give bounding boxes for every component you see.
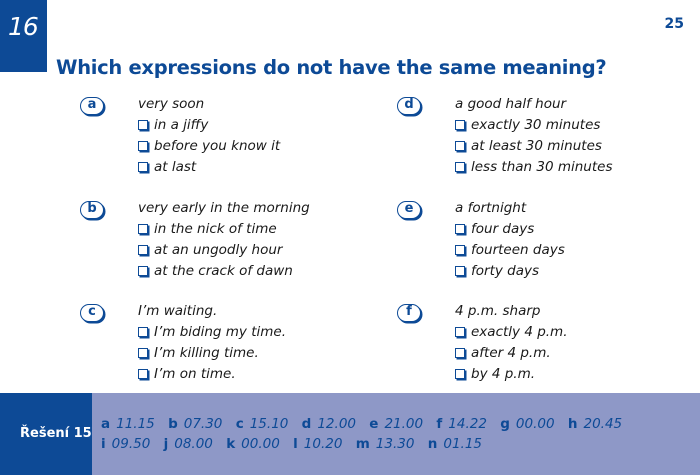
checkbox-icon[interactable] [455,141,465,151]
checkbox-icon[interactable] [138,162,148,172]
group-heading: very soon [138,96,205,112]
group-heading: 4 p.m. sharp [455,303,541,319]
answer-item: i 09.50 [101,436,151,452]
question-group-a: a very soon in a jiffy before you know i… [80,96,350,176]
checkbox-icon[interactable] [138,245,148,255]
answer-item: m 13.30 [355,436,415,452]
option-checkbox-item[interactable]: in a jiffy [138,117,208,133]
option-checkbox-item[interactable]: fourteen days [455,242,565,258]
checkbox-icon[interactable] [455,327,465,337]
checkbox-icon[interactable] [138,120,148,130]
option-checkbox-item[interactable]: I’m killing time. [138,345,259,361]
option-checkbox-item[interactable]: less than 30 minutes [455,159,613,175]
answer-item: h 20.45 [567,416,623,432]
checkbox-icon[interactable] [455,224,465,234]
answer-item: d 12.00 [301,416,356,432]
option-checkbox-item[interactable]: at least 30 minutes [455,138,602,154]
checkbox-icon[interactable] [138,141,148,151]
question-group-b: b very early in the morning in the nick … [80,200,350,280]
answer-item: n 01.15 [427,436,483,452]
group-heading: a good half hour [455,96,567,112]
checkbox-icon[interactable] [138,348,148,358]
checkbox-icon[interactable] [138,327,148,337]
option-checkbox-item[interactable]: before you know it [138,138,280,154]
letter-badge: a [80,97,104,115]
checkbox-icon[interactable] [455,120,465,130]
option-checkbox-item[interactable]: exactly 30 minutes [455,117,600,133]
solution-label: Řešení 15 [0,393,92,475]
option-checkbox-item[interactable]: exactly 4 p.m. [455,324,568,340]
answer-item: j 08.00 [163,436,213,452]
answer-item: k 00.00 [226,436,280,452]
answer-item: e 21.00 [369,416,424,432]
option-checkbox-item[interactable]: after 4 p.m. [455,345,551,361]
option-checkbox-item[interactable]: I’m biding my time. [138,324,286,340]
letter-badge: c [80,304,104,322]
checkbox-icon[interactable] [455,162,465,172]
option-checkbox-item[interactable]: by 4 p.m. [455,366,535,382]
checkbox-icon[interactable] [455,348,465,358]
solution-answers: a 11.15 b 07.30 c 15.10 d 12.00 e 21.00 f 14.2… [101,414,691,454]
checkbox-icon[interactable] [138,224,148,234]
option-checkbox-item[interactable]: in the nick of time [138,221,277,237]
checkbox-icon[interactable] [138,369,148,379]
question-group-e: e a fortnight four days fourteen days fo… [397,200,667,280]
option-checkbox-item[interactable]: four days [455,221,534,237]
checkbox-icon[interactable] [455,369,465,379]
checkbox-icon[interactable] [455,245,465,255]
question-group-c: c I’m waiting. I’m biding my time. I’m k… [80,303,350,383]
option-checkbox-item[interactable]: at last [138,159,196,175]
group-heading: I’m waiting. [138,303,218,319]
group-heading: a fortnight [455,200,527,216]
group-heading: very early in the morning [138,200,310,216]
checkbox-icon[interactable] [455,266,465,276]
answer-item: c 15.10 [235,416,289,432]
exercise-number: 16 [0,0,47,72]
letter-badge: f [397,304,421,322]
answer-item: f 14.22 [436,416,487,432]
answer-item: l 10.20 [293,436,343,452]
letter-badge: b [80,201,104,219]
option-checkbox-item[interactable]: at the crack of dawn [138,263,293,279]
checkbox-icon[interactable] [138,266,148,276]
letter-badge: e [397,201,421,219]
question-group-f: f 4 p.m. sharp exactly 4 p.m. after 4 p.… [397,303,667,383]
question-group-d: d a good half hour exactly 30 minutes at… [397,96,667,176]
page-title: Which expressions do not have the same m… [56,56,607,79]
answer-item: b 07.30 [168,416,223,432]
page-number: 25 [664,16,684,32]
answer-item: a 11.15 [101,416,155,432]
option-checkbox-item[interactable]: at an ungodly hour [138,242,282,258]
letter-badge: d [397,97,421,115]
option-checkbox-item[interactable]: forty days [455,263,539,279]
option-checkbox-item[interactable]: I’m on time. [138,366,236,382]
answer-item: g 00.00 [500,416,555,432]
